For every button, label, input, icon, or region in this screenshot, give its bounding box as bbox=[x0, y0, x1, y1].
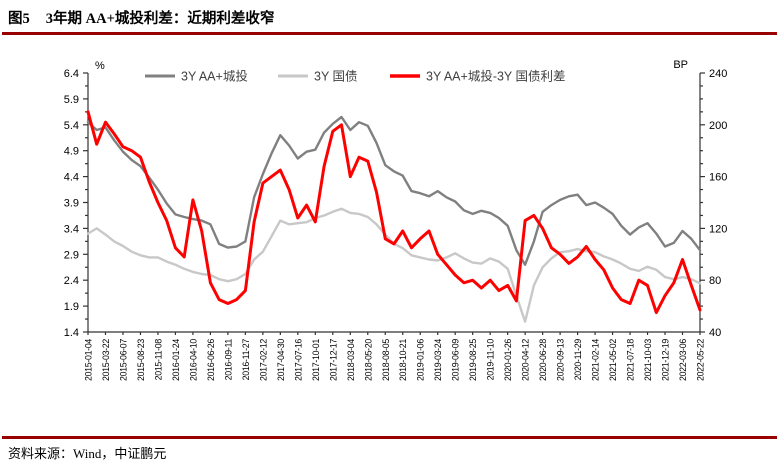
y-tick-label-right: 240 bbox=[709, 68, 727, 80]
x-tick-label: 2016-11-27 bbox=[241, 339, 251, 381]
y-tick-label-left: 1.9 bbox=[64, 301, 79, 313]
y-tick-label-right: 160 bbox=[709, 172, 727, 184]
x-tick-label: 2021-05-02 bbox=[608, 339, 618, 381]
x-tick-label: 2020-06-28 bbox=[538, 339, 548, 381]
source-note: 资料来源：Wind，中证鹏元 bbox=[8, 446, 167, 461]
x-tick-label: 2022-05-22 bbox=[696, 339, 706, 381]
x-tick-label: 2015-03-22 bbox=[101, 339, 111, 381]
x-tick-label: 2018-10-21 bbox=[398, 339, 408, 381]
figure-label: 图5 bbox=[8, 11, 30, 27]
x-tick-label: 2017-10-01 bbox=[311, 339, 321, 381]
line-chart: 6.4 5.9 5.4 4.9 4.4 3.9 3.4 2.9 2.4 1.9 1.4% 240 200… bbox=[64, 59, 728, 381]
y-tick-label-left: 2.9 bbox=[64, 249, 79, 261]
x-tick-label: 2019-03-24 bbox=[433, 339, 443, 381]
figure-header: 图5 3年期 AA+城投利差：近期利差收窄 bbox=[8, 7, 773, 28]
x-tick-label: 2021-12-19 bbox=[661, 339, 671, 381]
y-tick-label-right: 120 bbox=[709, 223, 727, 235]
series-guozhai-legend-label: 3Y 国债 bbox=[314, 70, 358, 84]
y-tick-label-right: 40 bbox=[709, 327, 721, 339]
y-tick-label-left: 4.9 bbox=[64, 146, 79, 158]
series-aa-chengtou-legend-label: 3Y AA+城投 bbox=[181, 69, 248, 84]
x-tick-label: 2020-09-13 bbox=[556, 339, 566, 381]
x-tick-label: 2019-08-25 bbox=[468, 339, 478, 381]
axis-unit-percent: % bbox=[95, 60, 105, 72]
x-tick-label: 2022-03-06 bbox=[678, 339, 688, 381]
x-tick-label: 2019-06-09 bbox=[451, 339, 461, 381]
x-tick-label: 2015-01-04 bbox=[84, 339, 94, 381]
x-tick-label: 2016-09-11 bbox=[223, 339, 233, 381]
axis-unit-bp: BP bbox=[673, 59, 688, 71]
x-tick-label: 2018-08-05 bbox=[381, 339, 391, 381]
x-tick-label: 2016-04-10 bbox=[188, 339, 198, 381]
y-tick-label-left: 5.9 bbox=[64, 94, 79, 106]
y-tick-label-left: 4.4 bbox=[64, 172, 79, 184]
x-tick-label: 2017-04-30 bbox=[276, 339, 286, 381]
y-tick-label-right: 200 bbox=[709, 120, 727, 132]
bottom-divider bbox=[2, 436, 777, 439]
series-spread-line bbox=[86, 110, 702, 315]
x-tick-label: 2020-11-29 bbox=[573, 339, 583, 381]
x-tick-label: 2015-11-08 bbox=[153, 339, 163, 381]
series-guozhai-line bbox=[86, 207, 702, 323]
x-tick-label: 2017-02-12 bbox=[258, 339, 268, 381]
x-tick-label: 2017-12-17 bbox=[328, 339, 338, 381]
top-divider bbox=[2, 32, 777, 35]
x-tick-label: 2021-02-14 bbox=[591, 339, 601, 381]
y-tick-label-left: 5.4 bbox=[64, 120, 79, 132]
y-tick-label-left: 1.4 bbox=[64, 327, 79, 339]
x-tick-label: 2019-11-10 bbox=[486, 339, 496, 381]
x-tick-label: 2021-07-18 bbox=[626, 339, 636, 381]
x-tick-label: 2018-03-04 bbox=[346, 339, 356, 381]
y-tick-label-right: 80 bbox=[709, 275, 721, 287]
y-tick-label-left: 2.4 bbox=[64, 275, 79, 287]
x-tick-label: 2016-01-24 bbox=[171, 339, 181, 381]
x-tick-label: 2021-10-03 bbox=[643, 339, 653, 381]
x-tick-label: 2020-04-12 bbox=[521, 339, 531, 381]
x-tick-label: 2019-01-06 bbox=[416, 339, 426, 381]
x-tick-label: 2016-06-26 bbox=[206, 339, 216, 381]
y-tick-label-left: 6.4 bbox=[64, 68, 79, 80]
x-tick-label: 2018-05-20 bbox=[363, 339, 373, 381]
y-tick-label-left: 3.4 bbox=[64, 223, 79, 235]
x-tick-label: 2020-01-26 bbox=[503, 339, 513, 381]
y-tick-label-left: 3.9 bbox=[64, 198, 79, 210]
x-tick-label: 2017-07-16 bbox=[293, 339, 303, 381]
chart-area: 6.4 5.9 5.4 4.9 4.4 3.9 3.4 2.9 2.4 1.9 1.4% 240 200… bbox=[0, 40, 779, 436]
series-spread-legend-label: 3Y AA+城投-3Y 国债利差 bbox=[426, 69, 566, 84]
x-tick-label: 2015-08-23 bbox=[136, 339, 146, 381]
figure-title: 3年期 AA+城投利差：近期利差收窄 bbox=[45, 11, 275, 27]
x-tick-label: 2015-06-07 bbox=[118, 339, 128, 381]
